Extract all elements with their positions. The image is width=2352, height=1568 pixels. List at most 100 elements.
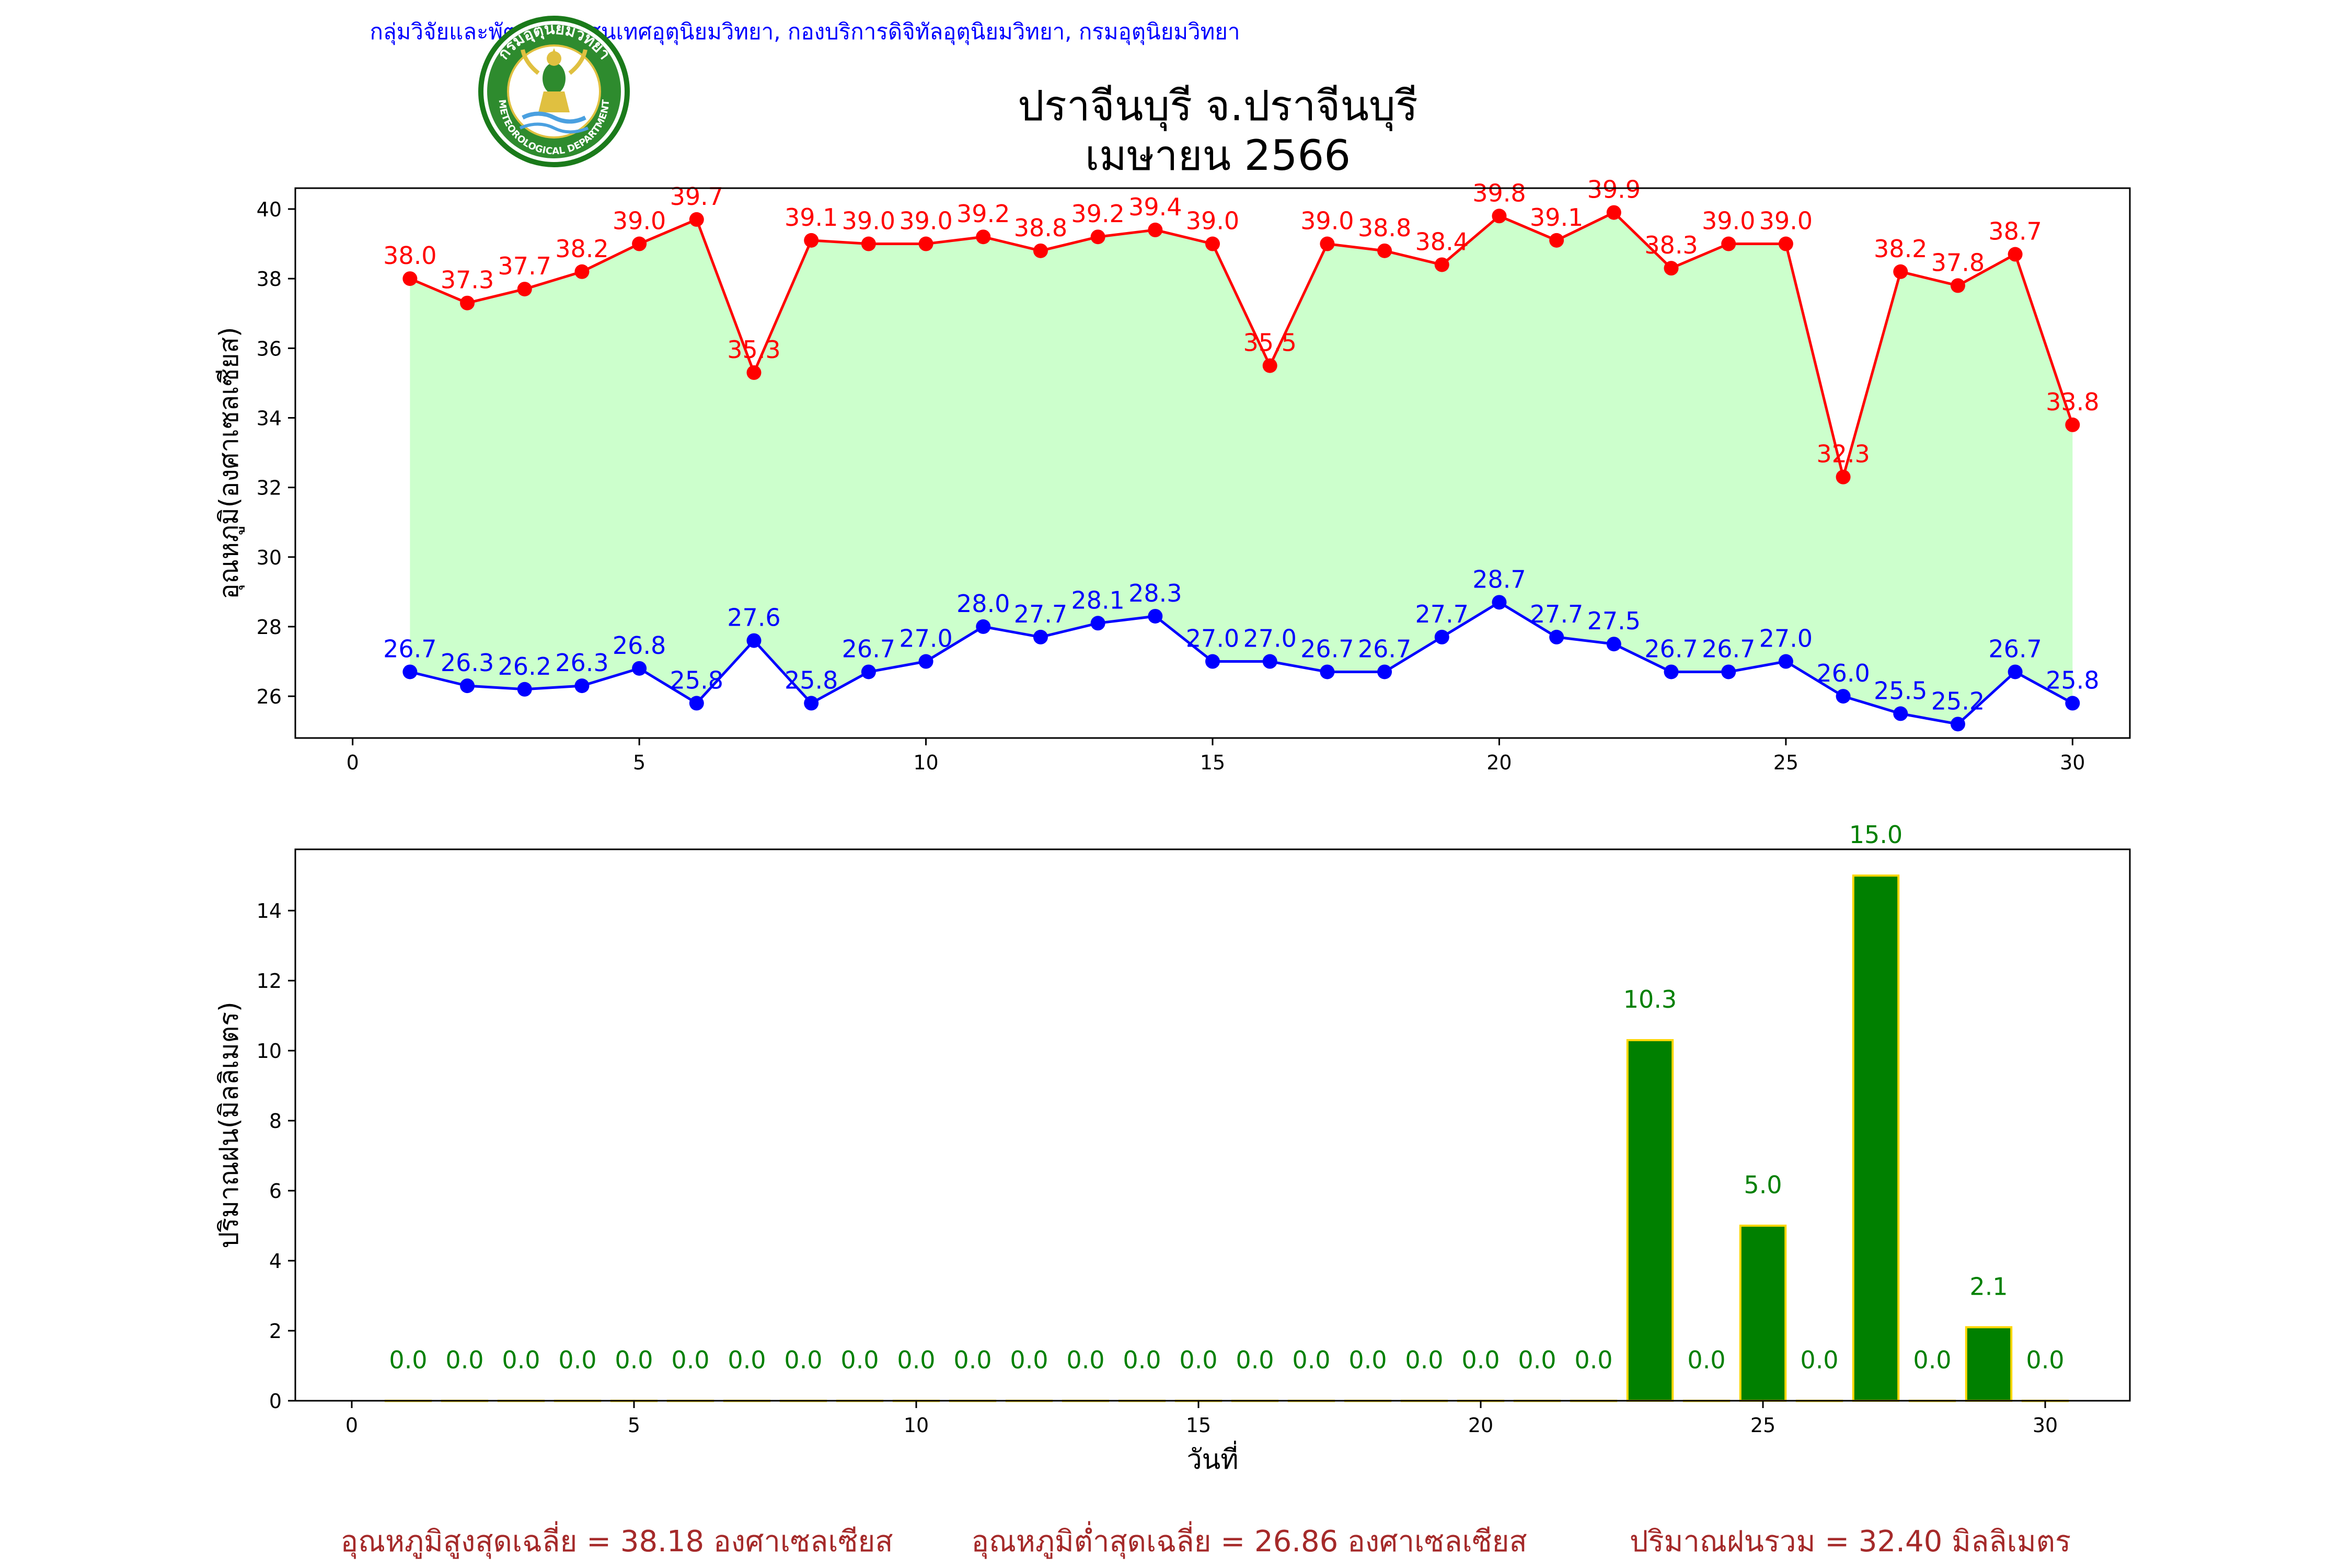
rain-value-label: 0.0 [953,1346,991,1374]
y-tick-label: 14 [257,900,282,923]
x-tick-label: 5 [628,1414,640,1437]
max-temp-point [976,229,991,245]
max-temp-label: 38.8 [1014,214,1067,242]
rain-value-label: 0.0 [615,1346,653,1374]
min-temp-label: 26.2 [498,652,551,681]
min-temp-label: 27.7 [1415,600,1469,628]
day-axis-label: วันที่ [1186,1440,1238,1475]
min-temp-point [1033,629,1048,644]
max-temp-point [2008,247,2023,262]
x-tick-label: 25 [1750,1414,1775,1437]
max-temp-label: 39.1 [785,203,838,232]
rain-total-summary: ปริมาณฝนรวม = 32.40 มิลลิเมตร [1630,1525,2071,1559]
max-temp-label: 38.4 [1415,227,1469,256]
rain-value-label: 0.0 [1518,1346,1556,1374]
min-temp-label: 27.6 [727,604,780,632]
max-temp-label: 37.3 [441,266,494,294]
rain-value-label: 0.0 [784,1346,822,1374]
min-temp-label: 26.7 [1300,635,1354,663]
min-temp-point [402,664,418,679]
max-temp-label: 39.4 [1128,193,1182,221]
x-tick-label: 30 [2033,1414,2058,1437]
max-temp-line [409,211,2074,482]
y-tick-label: 26 [257,685,282,708]
x-tick-label: 15 [1186,1414,1211,1437]
min-temp-label: 25.8 [670,666,723,694]
max-temp-label: 38.0 [383,241,436,270]
y-tick-label: 40 [257,198,282,221]
rain-value-label: 0.0 [1066,1346,1104,1374]
rainfall-plot-frame [294,848,2131,1402]
min-temp-label: 25.8 [2046,666,2099,694]
min-temp-label: 26.8 [613,631,666,660]
x-tick-label: 5 [633,751,645,774]
min-temp-label: 26.7 [1358,635,1411,663]
y-tick-label: 32 [257,477,282,500]
rain-bar [1739,1225,1787,1402]
min-temp-line [409,601,2073,726]
max-temp-point [1778,236,1793,251]
min-temp-label: 26.7 [1702,635,1755,663]
max-temp-point [861,236,876,251]
min-temp-point [1606,637,1621,652]
max-temp-label: 39.0 [1702,207,1755,235]
y-tick-label: 28 [257,616,282,639]
temperature-lines [409,211,2074,726]
min-temp-label: 27.0 [1186,625,1239,653]
rain-value-label: 0.0 [1123,1346,1161,1374]
min-temp-label: 27.0 [1243,625,1296,653]
x-tick-label: 10 [904,1414,929,1437]
rain-value-label: 2.1 [1969,1272,2008,1300]
max-temp-point [574,264,590,279]
max-temp-label: 38.2 [555,235,608,263]
max-temp-label: 39.7 [670,182,723,211]
min-temp-label: 26.7 [1644,635,1698,663]
min-temp-label: 26.7 [1988,635,2042,663]
max-temp-label: 39.9 [1587,176,1641,204]
min-temp-point [746,633,762,648]
min-temp-label: 28.0 [956,590,1010,618]
temperature-range-fill [410,212,2073,724]
max-temp-point [1320,236,1335,251]
min-temp-point [1836,689,1851,704]
max-temp-point [1492,209,1507,224]
min-temp-point [1664,664,1679,679]
max-temp-label: 38.3 [1644,231,1698,259]
rain-value-label: 0.0 [1010,1346,1048,1374]
rain-value-label: 0.0 [1348,1346,1387,1374]
min-temp-point [574,678,590,694]
min-temp-label: 28.1 [1071,586,1124,614]
min-temp-point [1434,629,1449,644]
rain-value-label: 0.0 [1687,1346,1725,1374]
x-tick-label: 20 [1468,1414,1493,1437]
temperature-labels: 38.037.3 37.738.239.039.735.339.1 39.0 39.0… [383,176,2099,716]
min-temp-point [804,696,819,711]
rain-bar [1626,1039,1674,1402]
rain-value-label: 0.0 [1800,1346,1838,1374]
max-temp-label: 32.3 [1816,440,1870,468]
min-temp-label: 26.0 [1816,659,1870,687]
min-temp-point [861,664,876,679]
max-temp-label: 37.8 [1931,248,1985,276]
max-temp-label: 39.0 [842,207,895,235]
rainfall-axes: 0 5 10 15 20 25 30 0 2 4 6 8 10 12 14 [257,900,2058,1437]
rain-value-label: 0.0 [840,1346,879,1374]
max-temp-point [1148,222,1163,237]
min-temp-point [1148,608,1163,624]
max-temp-point [517,282,532,297]
rain-value-label: 10.3 [1623,985,1677,1013]
rain-value-label: 0.0 [558,1346,596,1374]
min-temp-point [1950,717,1965,732]
min-temp-point [632,661,647,676]
max-temp-label: 39.0 [1759,207,1813,235]
max-temp-label: 39.2 [1071,200,1124,228]
min-temp-label: 26.3 [555,649,608,677]
max-temp-point [1549,233,1564,248]
min-temp-point [1721,664,1736,679]
max-temp-label: 38.2 [1874,235,1927,263]
min-temp-label: 27.7 [1014,600,1067,628]
min-temp-label: 27.7 [1530,600,1583,628]
min-temp-label: 27.0 [1759,625,1813,653]
min-temp-point [1893,706,1908,721]
max-temp-point [632,236,647,251]
